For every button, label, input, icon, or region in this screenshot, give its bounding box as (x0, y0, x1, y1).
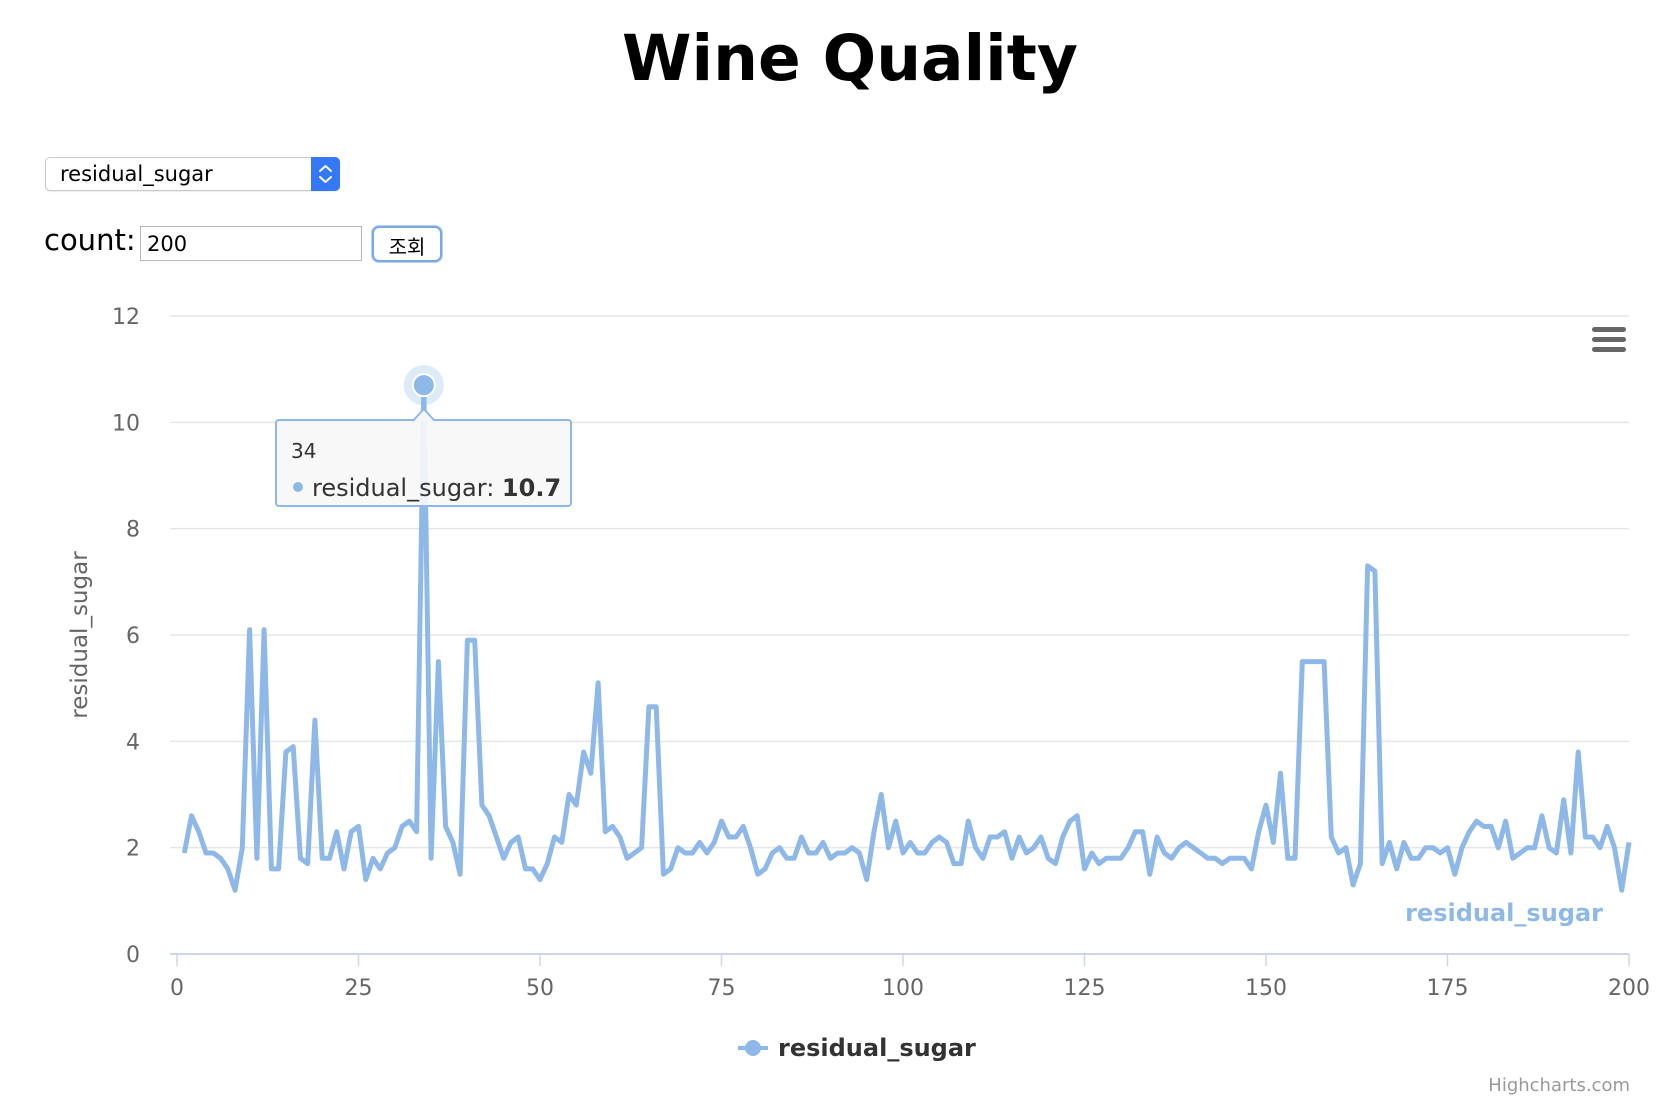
tooltip-series-dot (293, 482, 303, 492)
count-label: count: (44, 223, 136, 257)
x-tick-label: 200 (1608, 976, 1650, 1001)
count-input-value: 200 (147, 232, 188, 256)
credits-link[interactable]: Highcharts.com (1488, 1075, 1630, 1096)
select-arrows-icon[interactable] (311, 157, 340, 191)
select-value: residual_sugar (60, 162, 213, 186)
x-tick-label: 75 (708, 976, 736, 1001)
x-tick-label: 0 (170, 976, 184, 1001)
query-button-label: 조회 (388, 235, 426, 259)
y-tick-label: 12 (112, 305, 140, 330)
legend-item-residual-sugar[interactable]: residual_sugar (738, 1034, 976, 1062)
tooltip-series-name: residual_sugar (312, 474, 487, 502)
tooltip: 34 residual_sugar: 10.7 (275, 407, 572, 507)
series-end-label: residual_sugar (1405, 899, 1603, 927)
y-tick-label: 2 (126, 837, 140, 862)
tooltip-series-value: 10.7 (502, 474, 561, 502)
x-tick-label: 175 (1427, 976, 1469, 1001)
hover-marker (403, 365, 444, 406)
hover-point[interactable] (411, 373, 436, 398)
legend-marker-icon (745, 1040, 761, 1056)
page-title: Wine Quality (622, 22, 1078, 95)
x-axis-ticks: 0 25 50 75 100 125 150 175 200 (170, 954, 1650, 1001)
y-tick-label: 4 (126, 730, 140, 755)
tooltip-colon: : (486, 474, 502, 502)
y-axis-title: residual_sugar (67, 551, 93, 719)
x-tick-label: 150 (1245, 976, 1287, 1001)
x-tick-label: 100 (882, 976, 924, 1001)
y-tick-label: 6 (126, 624, 140, 649)
count-input[interactable]: 200 (140, 226, 362, 261)
y-tick-label: 8 (126, 518, 140, 543)
y-tick-label: 10 (112, 411, 140, 436)
legend-label: residual_sugar (778, 1034, 976, 1062)
grid-lines (170, 315, 1629, 849)
hamburger-menu-icon[interactable] (1592, 327, 1626, 352)
tooltip-pointer (412, 407, 436, 422)
column-select[interactable]: residual_sugar (45, 157, 340, 191)
tooltip-series-text: residual_sugar: 10.7 (312, 474, 561, 502)
y-axis-ticks: 0 2 4 6 8 10 12 (112, 305, 140, 968)
query-button[interactable]: 조회 (372, 226, 442, 262)
tooltip-x-value: 34 (291, 439, 316, 463)
x-tick-label: 25 (345, 976, 373, 1001)
y-tick-label: 0 (126, 943, 140, 968)
x-tick-label: 125 (1064, 976, 1106, 1001)
x-tick-label: 50 (526, 976, 554, 1001)
